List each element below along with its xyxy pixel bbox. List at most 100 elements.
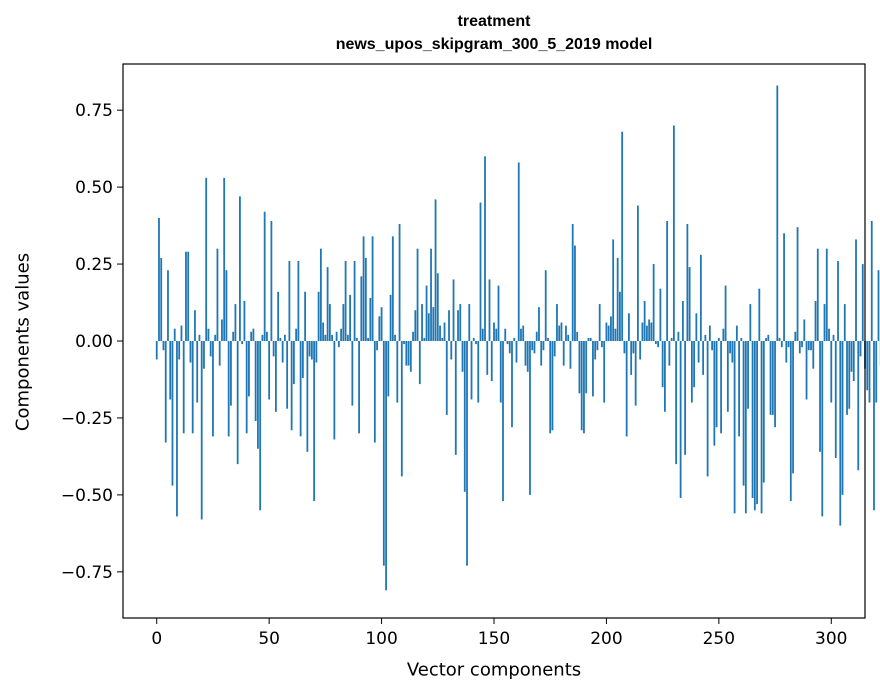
bar <box>767 335 769 341</box>
bar <box>414 310 416 341</box>
bar <box>378 316 380 341</box>
bar <box>734 341 736 513</box>
y-axis-ticks: −0.75 −0.50 −0.25 0.00 0.25 0.50 0.75 <box>61 101 123 583</box>
bar <box>653 264 655 341</box>
bar <box>810 341 812 350</box>
bar <box>716 341 718 427</box>
bar <box>711 341 713 350</box>
bar <box>637 206 639 341</box>
bar <box>725 286 727 341</box>
bar <box>677 332 679 341</box>
bar <box>356 338 358 341</box>
bar <box>563 341 565 366</box>
bar <box>576 332 578 341</box>
bar <box>781 341 783 347</box>
bar <box>756 341 758 504</box>
bar <box>770 341 772 415</box>
bar <box>383 341 385 566</box>
bar <box>655 341 657 344</box>
bar <box>181 326 183 341</box>
bar <box>435 199 437 341</box>
bar <box>549 341 551 433</box>
bar <box>417 249 419 341</box>
bar <box>430 249 432 341</box>
bar <box>210 341 212 356</box>
bar <box>428 313 430 341</box>
bar <box>446 341 448 415</box>
bar <box>727 341 729 412</box>
bar <box>241 341 243 344</box>
bar <box>839 341 841 526</box>
bar <box>790 341 792 501</box>
bar <box>554 341 556 356</box>
bar <box>860 341 862 356</box>
bar <box>758 289 760 341</box>
bar <box>477 341 479 403</box>
bar <box>783 233 785 341</box>
bar <box>772 341 774 415</box>
bar <box>502 341 504 501</box>
bar <box>286 341 288 409</box>
y-tick-label: −0.75 <box>61 563 113 583</box>
bar <box>293 341 295 384</box>
bar <box>628 313 630 341</box>
bar <box>266 332 268 341</box>
bar <box>682 301 684 341</box>
bar <box>619 292 621 341</box>
bar <box>394 335 396 341</box>
bar <box>522 326 524 341</box>
bar <box>493 323 495 341</box>
bar <box>392 236 394 341</box>
bar <box>439 326 441 341</box>
bar <box>511 341 513 427</box>
bar <box>367 338 369 341</box>
x-tick-label: 0 <box>151 629 162 649</box>
bar <box>232 332 234 341</box>
chart-title: treatment <box>123 13 865 31</box>
bar <box>455 341 457 455</box>
bar <box>194 310 196 341</box>
bar <box>491 341 493 381</box>
bar <box>797 227 799 341</box>
bar <box>837 261 839 341</box>
bar <box>412 332 414 341</box>
bar <box>304 292 306 341</box>
bar <box>534 341 536 353</box>
bar <box>749 304 751 341</box>
bar <box>644 301 646 341</box>
bar <box>244 301 246 341</box>
y-tick-label: 0.50 <box>75 178 113 198</box>
bar <box>203 341 205 369</box>
bar <box>606 323 608 341</box>
bar <box>318 292 320 341</box>
bar <box>794 332 796 341</box>
bar <box>190 341 192 363</box>
bar <box>536 332 538 341</box>
bar <box>448 310 450 341</box>
bar <box>257 341 259 449</box>
bar <box>174 329 176 341</box>
bar <box>390 295 392 341</box>
bar <box>552 341 554 430</box>
bar <box>176 341 178 516</box>
bar <box>372 236 374 341</box>
bar <box>747 341 749 409</box>
bar <box>453 279 455 341</box>
bar <box>565 326 567 341</box>
bar <box>846 341 848 415</box>
x-tick-label: 100 <box>365 629 397 649</box>
bar <box>169 341 171 399</box>
x-axis-label: Vector components <box>407 660 581 681</box>
bar <box>302 341 304 378</box>
bar <box>583 341 585 433</box>
bar <box>279 338 281 341</box>
bar <box>516 341 518 363</box>
y-tick-label: −0.25 <box>61 409 113 429</box>
bar <box>205 178 207 341</box>
bar <box>482 329 484 341</box>
bar <box>801 341 803 347</box>
bar <box>646 326 648 341</box>
bar <box>743 341 745 486</box>
bar <box>693 341 695 387</box>
